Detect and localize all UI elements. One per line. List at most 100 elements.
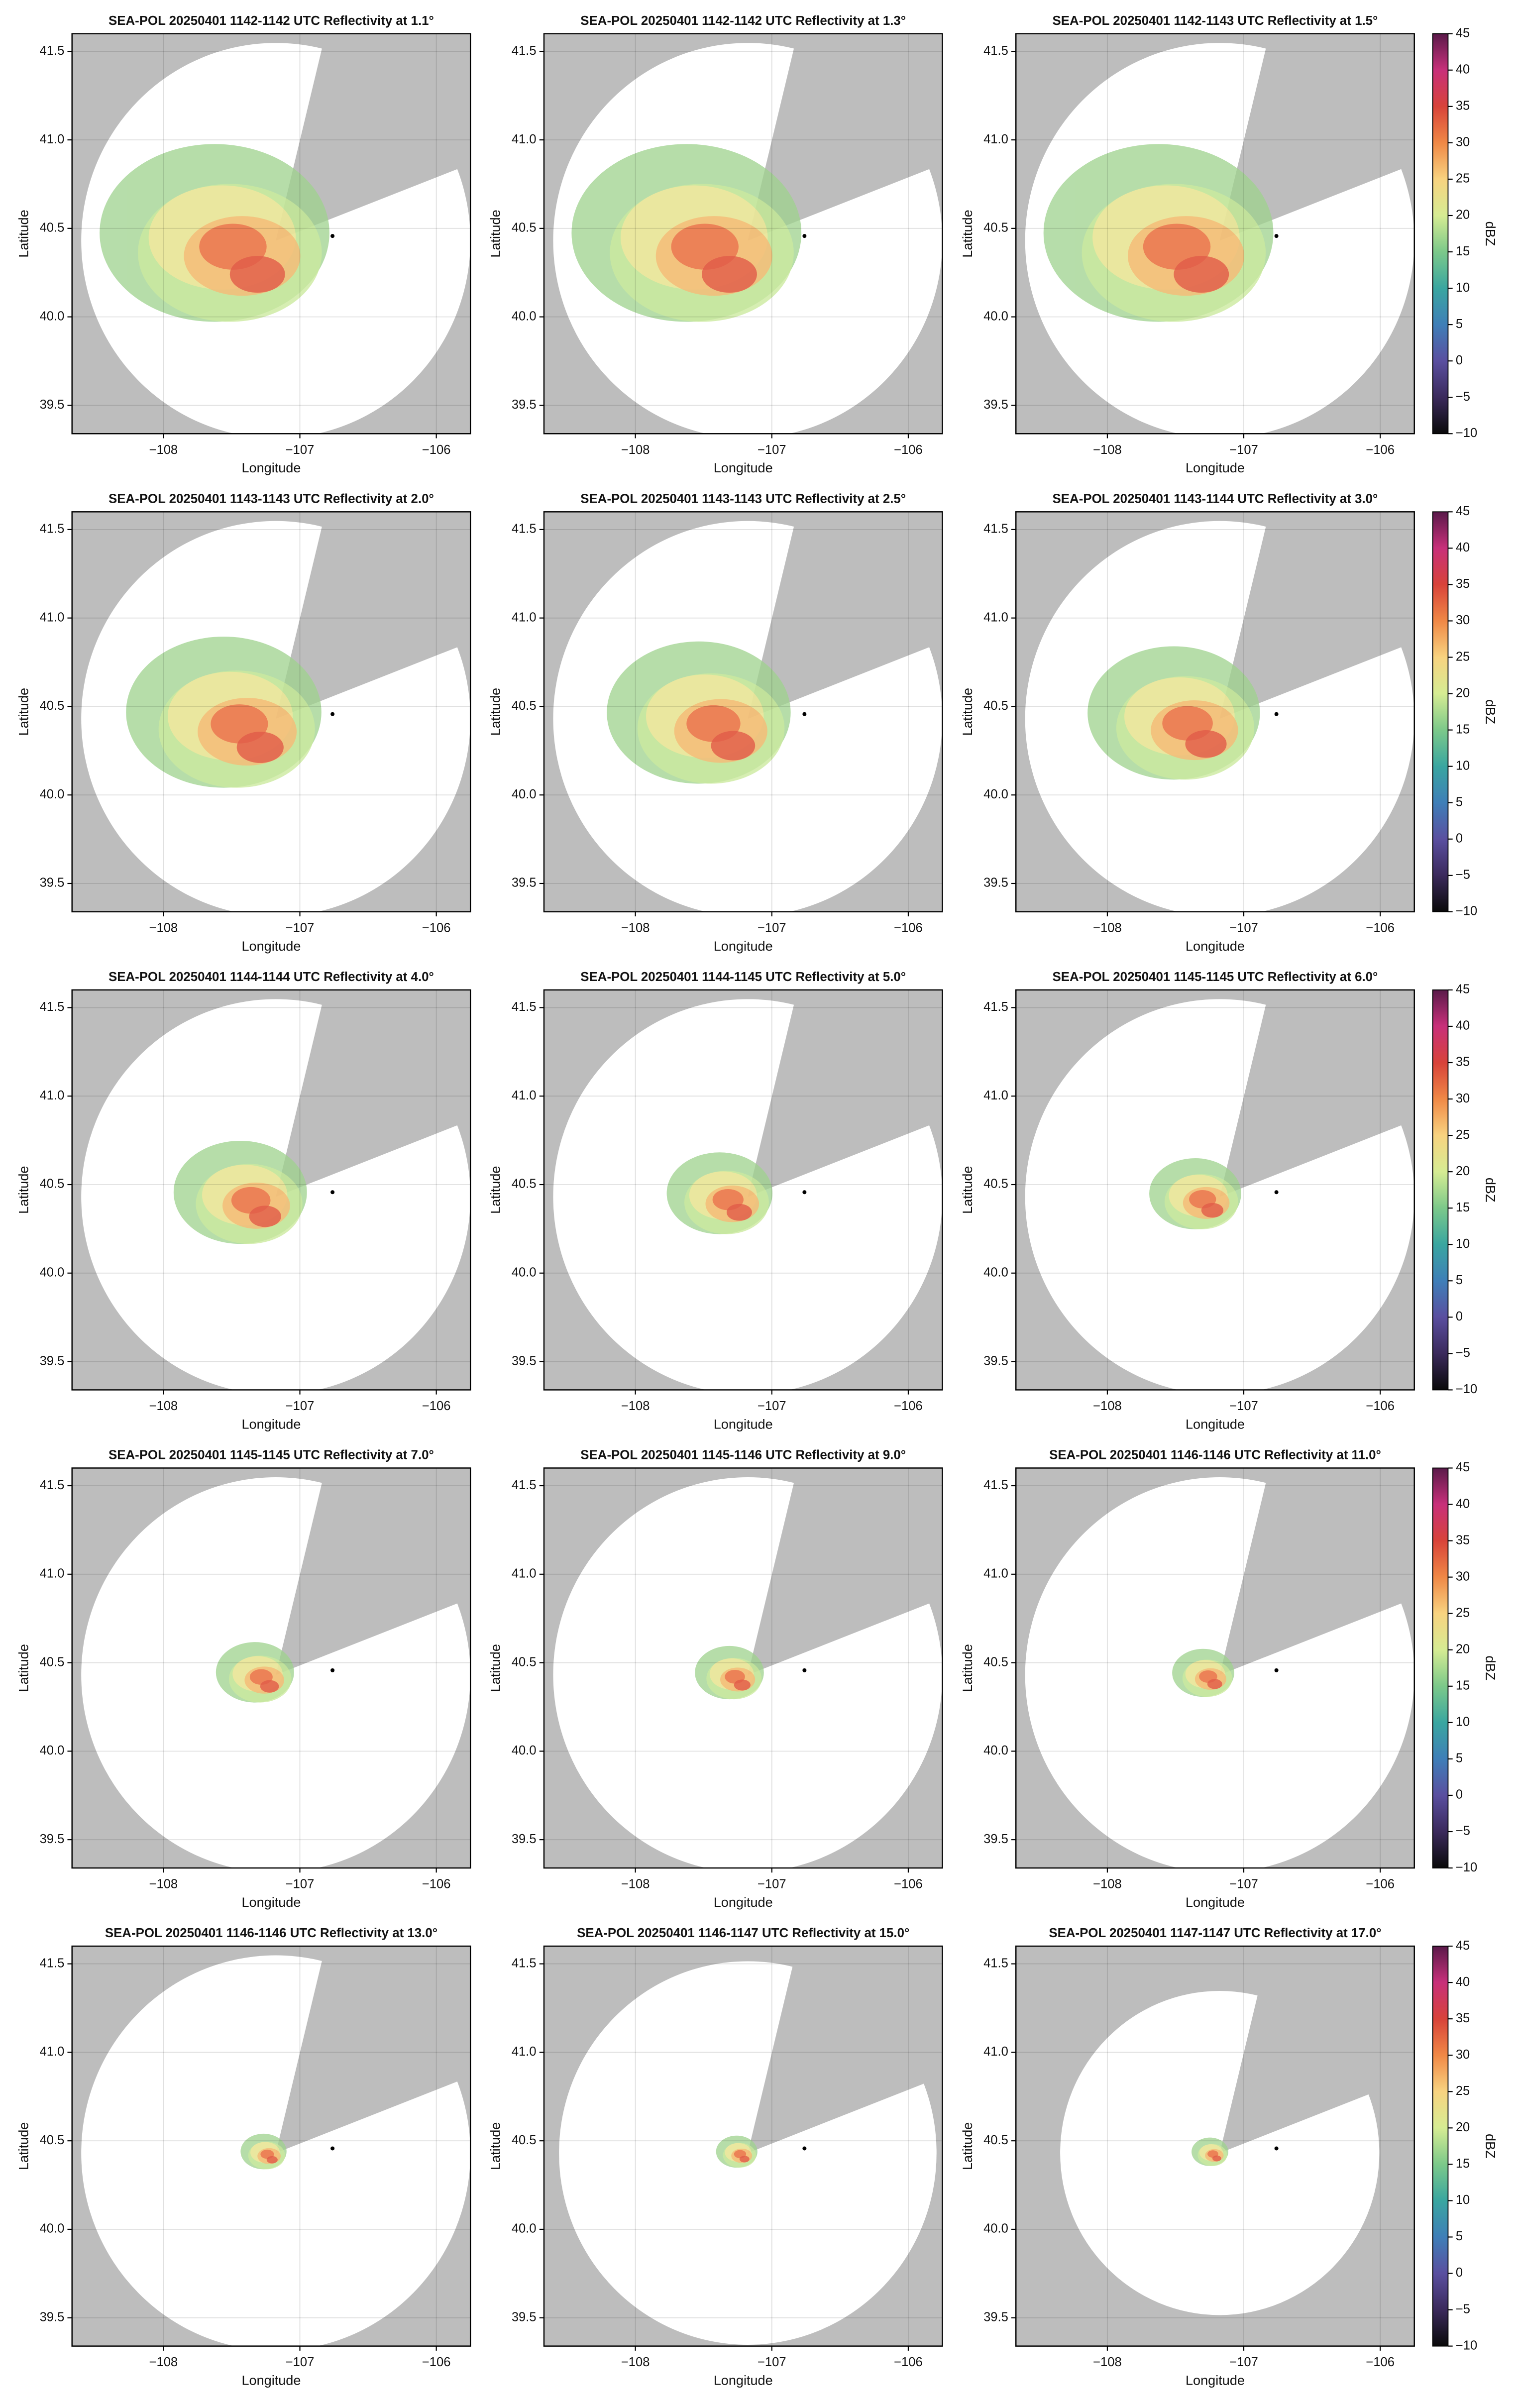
x-tick-label: −108 xyxy=(621,443,650,457)
radar-marker xyxy=(330,234,335,238)
radar-marker xyxy=(802,234,807,238)
y-axis-label: Latitude xyxy=(488,1644,503,1692)
x-tick-label: −107 xyxy=(286,443,315,457)
colorbar-tick-label: −10 xyxy=(1456,1382,1477,1396)
colorbar-label: dBZ xyxy=(1483,1178,1498,1203)
colorbar-label: dBZ xyxy=(1483,221,1498,246)
y-tick-label: 40.5 xyxy=(983,2133,1008,2147)
panel: −108 −107 −106 39.5 40.0 40.5 41.0 41.5 SEA-POL … xyxy=(960,1448,1498,1910)
y-axis-label: Latitude xyxy=(488,1166,503,1213)
blocked-sector xyxy=(1219,33,1414,241)
colorbar-tick-label: −10 xyxy=(1456,904,1477,918)
y-tick-label: 40.5 xyxy=(40,1177,65,1191)
y-tick-label: 40.0 xyxy=(512,1744,537,1757)
y-tick-label: 39.5 xyxy=(512,1354,537,1368)
colorbar-tick-label: 10 xyxy=(1456,1237,1470,1251)
y-tick-label: 39.5 xyxy=(40,1354,65,1368)
colorbar-tick-label: 15 xyxy=(1456,722,1470,736)
colorbar-tick-label: 20 xyxy=(1456,2120,1470,2134)
colorbar-label: dBZ xyxy=(1483,1655,1498,1680)
x-axis-label: Longitude xyxy=(241,938,301,954)
colorbar-tick-label: 25 xyxy=(1456,1606,1470,1620)
y-tick-label: 41.5 xyxy=(40,1000,65,1014)
x-tick-label: −107 xyxy=(1229,2355,1258,2369)
radar-marker xyxy=(1274,2146,1279,2151)
x-tick-label: −106 xyxy=(894,1877,923,1891)
chart-title: SEA-POL 20250401 1143-1144 UTC Reflectiv… xyxy=(1053,492,1378,506)
chart-title: SEA-POL 20250401 1146-1146 UTC Reflectiv… xyxy=(1049,1448,1381,1462)
x-tick-label: −107 xyxy=(1229,921,1258,935)
x-tick-label: −108 xyxy=(1093,1877,1122,1891)
y-axis-label: Latitude xyxy=(15,210,31,257)
y-tick-label: 40.0 xyxy=(40,1744,65,1757)
colorbar-tick-label: 40 xyxy=(1456,541,1470,554)
y-tick-label: 40.0 xyxy=(983,787,1008,801)
y-tick-label: 41.0 xyxy=(983,1567,1008,1581)
y-tick-label: 40.0 xyxy=(512,2222,537,2236)
panel: −108 −107 −106 39.5 40.0 40.5 41.0 41.5 SEA-POL … xyxy=(15,1926,471,2388)
radar-marker xyxy=(330,1190,335,1195)
echo xyxy=(1149,1158,1241,1229)
y-axis-label: Latitude xyxy=(488,688,503,736)
blocked-sector xyxy=(748,512,943,719)
chart-title: SEA-POL 20250401 1143-1143 UTC Reflectiv… xyxy=(108,492,434,506)
y-tick-label: 40.0 xyxy=(512,787,537,801)
plot-frame xyxy=(71,1467,471,1869)
y-tick-label: 40.5 xyxy=(40,221,65,235)
blocked-sector xyxy=(276,33,471,241)
blocked-sector xyxy=(1219,1468,1414,1675)
colorbar-tick-label: 45 xyxy=(1456,1460,1470,1474)
y-tick-label: 40.5 xyxy=(983,221,1008,235)
y-tick-label: 41.0 xyxy=(512,2045,537,2059)
colorbar-tick-label: 20 xyxy=(1456,1642,1470,1656)
x-tick-label: −108 xyxy=(149,1399,178,1413)
plot-area xyxy=(543,33,943,434)
blocked-sector xyxy=(276,512,471,719)
y-tick-label: 39.5 xyxy=(983,1354,1008,1368)
y-tick-label: 39.5 xyxy=(40,398,65,412)
y-tick-label: 41.0 xyxy=(40,132,65,146)
chart-title: SEA-POL 20250401 1142-1142 UTC Reflectiv… xyxy=(580,14,906,28)
colorbar-tick-label: 0 xyxy=(1456,353,1463,367)
colorbar-tick-label: −10 xyxy=(1456,426,1477,440)
y-tick-label: 40.0 xyxy=(40,1266,65,1280)
y-axis-label: Latitude xyxy=(15,2122,31,2170)
panel: −108 −107 −106 39.5 40.0 40.5 41.0 41.5 SEA-POL … xyxy=(960,970,1498,1431)
plot-frame xyxy=(543,1467,943,1869)
echo-region xyxy=(702,256,757,293)
plot-frame xyxy=(543,33,943,435)
y-tick-label: 41.5 xyxy=(512,1956,537,1970)
panel: −108 −107 −106 39.5 40.0 40.5 41.0 41.5 SEA-POL … xyxy=(15,970,471,1431)
plot-frame xyxy=(1015,1467,1415,1869)
colorbar-tick-label: 30 xyxy=(1456,135,1470,149)
x-tick-label: −106 xyxy=(422,2355,451,2369)
y-tick-label: 41.0 xyxy=(983,2045,1008,2059)
colorbar-tick-label: 5 xyxy=(1456,2229,1463,2243)
colorbar-tick-label: 15 xyxy=(1456,244,1470,258)
colorbar-tick-label: −5 xyxy=(1456,2302,1470,2316)
y-tick-label: 40.5 xyxy=(40,1655,65,1669)
plot-area xyxy=(1016,512,1414,912)
y-tick-label: 40.0 xyxy=(40,787,65,801)
y-tick-label: 40.5 xyxy=(983,1655,1008,1669)
colorbar-tick-label: 45 xyxy=(1456,504,1470,518)
y-tick-label: 40.0 xyxy=(983,309,1008,323)
colorbar-tick-label: 0 xyxy=(1456,1788,1463,1802)
y-tick-label: 41.0 xyxy=(512,610,537,624)
y-tick-label: 39.5 xyxy=(40,1832,65,1846)
plot-area xyxy=(1016,989,1414,1390)
echo xyxy=(716,2135,758,2168)
colorbar-tick-label: −10 xyxy=(1456,2338,1477,2352)
y-axis-label: Latitude xyxy=(15,1644,31,1692)
panel: −108 −107 −106 39.5 40.0 40.5 41.0 41.5 SEA-POL … xyxy=(488,492,943,954)
y-tick-label: 40.5 xyxy=(983,1177,1008,1191)
x-tick-label: −106 xyxy=(1366,443,1395,457)
colorbar xyxy=(1432,33,1449,435)
plot-area xyxy=(1016,1468,1414,1868)
colorbar-tick-label: −5 xyxy=(1456,1346,1470,1360)
x-tick-label: −106 xyxy=(1366,1877,1395,1891)
colorbar-tick-label: 10 xyxy=(1456,2193,1470,2207)
colorbar-tick-label: 40 xyxy=(1456,1019,1470,1033)
panel: −108 −107 −106 39.5 40.0 40.5 41.0 41.5 SEA-POL … xyxy=(488,970,943,1431)
